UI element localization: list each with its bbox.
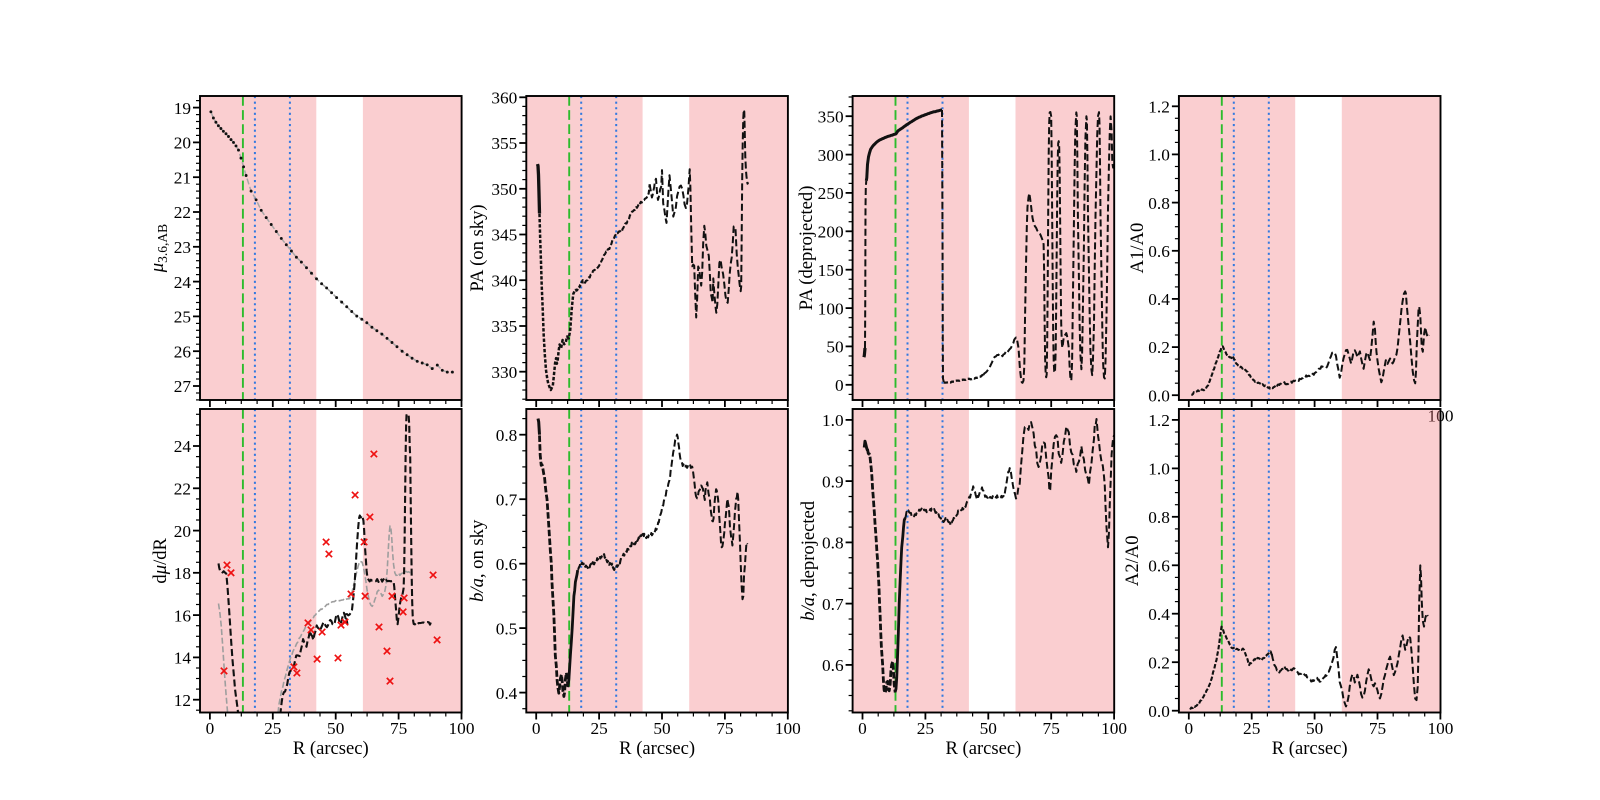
svg-text:350: 350 [491, 180, 517, 199]
svg-text:0.6: 0.6 [822, 656, 844, 675]
svg-text:340: 340 [491, 271, 517, 290]
svg-text:1.0: 1.0 [1148, 460, 1170, 479]
svg-text:20: 20 [174, 134, 191, 153]
svg-text:26: 26 [174, 342, 192, 361]
svg-text:16: 16 [174, 606, 192, 625]
svg-text:25: 25 [264, 719, 281, 738]
svg-text:0.8: 0.8 [496, 426, 518, 445]
svg-text:50: 50 [1306, 719, 1323, 738]
svg-text:50: 50 [826, 338, 843, 357]
svg-text:25: 25 [1243, 719, 1260, 738]
svg-text:A2/A0: A2/A0 [1122, 535, 1143, 586]
svg-text:355: 355 [491, 134, 517, 153]
svg-text:PA (deprojected): PA (deprojected) [796, 186, 817, 311]
svg-text:0.7: 0.7 [822, 595, 844, 614]
svg-text:R (arcsec): R (arcsec) [619, 738, 695, 759]
svg-text:PA (on sky): PA (on sky) [467, 204, 488, 291]
svg-text:19: 19 [174, 99, 191, 118]
svg-text:0.6: 0.6 [496, 555, 518, 574]
svg-text:50: 50 [327, 719, 344, 738]
svg-text:0: 0 [835, 376, 844, 395]
svg-text:0: 0 [206, 719, 215, 738]
svg-text:0.5: 0.5 [496, 619, 518, 638]
svg-text:300: 300 [818, 146, 844, 165]
svg-text:0.7: 0.7 [496, 490, 518, 509]
svg-text:100: 100 [1427, 719, 1453, 738]
svg-text:b/a, deprojected: b/a, deprojected [798, 500, 819, 620]
svg-text:0.8: 0.8 [1148, 194, 1170, 213]
svg-text:24: 24 [174, 273, 192, 292]
svg-text:1.0: 1.0 [1148, 146, 1170, 165]
svg-text:330: 330 [491, 363, 517, 382]
svg-text:R (arcsec): R (arcsec) [945, 738, 1021, 759]
svg-text:18: 18 [174, 564, 191, 583]
svg-text:250: 250 [818, 184, 844, 203]
svg-text:100: 100 [775, 719, 801, 738]
svg-text:345: 345 [491, 226, 517, 245]
svg-text:100: 100 [449, 719, 475, 738]
svg-text:0.6: 0.6 [1148, 557, 1170, 576]
svg-text:360: 360 [491, 89, 517, 108]
svg-text:75: 75 [1369, 719, 1386, 738]
svg-text:1.2: 1.2 [1148, 98, 1170, 117]
svg-text:75: 75 [1043, 719, 1060, 738]
svg-text:0: 0 [1184, 719, 1193, 738]
svg-text:75: 75 [390, 719, 407, 738]
svg-text:100: 100 [1101, 719, 1127, 738]
svg-text:350: 350 [818, 107, 844, 126]
svg-text:25: 25 [590, 719, 607, 738]
svg-text:25: 25 [174, 308, 191, 327]
svg-text:14: 14 [174, 649, 192, 668]
svg-text:μ3.6,AB: μ3.6,AB [147, 224, 170, 273]
svg-text:0.0: 0.0 [1148, 702, 1170, 721]
svg-text:23: 23 [174, 238, 191, 257]
svg-text:24: 24 [174, 437, 192, 456]
svg-text:21: 21 [174, 168, 191, 187]
svg-text:75: 75 [716, 719, 733, 738]
svg-text:0.8: 0.8 [822, 534, 844, 553]
svg-text:0.4: 0.4 [1148, 605, 1170, 624]
svg-text:0.2: 0.2 [1148, 653, 1170, 672]
svg-text:1.2: 1.2 [1148, 411, 1170, 430]
svg-text:12: 12 [174, 691, 191, 710]
svg-text:0.0: 0.0 [1148, 386, 1170, 405]
svg-text:20: 20 [174, 522, 191, 541]
svg-text:0.9: 0.9 [822, 472, 844, 491]
svg-text:R (arcsec): R (arcsec) [293, 738, 369, 759]
svg-text:b/a, on sky: b/a, on sky [467, 519, 488, 602]
svg-text:150: 150 [818, 261, 844, 280]
svg-text:200: 200 [818, 223, 844, 242]
svg-text:50: 50 [653, 719, 670, 738]
svg-text:0.4: 0.4 [1148, 290, 1170, 309]
svg-text:100: 100 [818, 299, 844, 318]
svg-text:0: 0 [532, 719, 541, 738]
svg-text:0.8: 0.8 [1148, 508, 1170, 527]
svg-text:50: 50 [980, 719, 997, 738]
svg-text:27: 27 [174, 377, 192, 396]
svg-text:dμ/dR: dμ/dR [150, 537, 171, 583]
svg-text:A1/A0: A1/A0 [1127, 223, 1148, 274]
svg-text:25: 25 [917, 719, 934, 738]
svg-text:22: 22 [174, 203, 191, 222]
svg-text:0: 0 [858, 719, 867, 738]
svg-text:0.2: 0.2 [1148, 338, 1170, 357]
svg-text:0.4: 0.4 [496, 684, 518, 703]
svg-text:1.0: 1.0 [822, 411, 844, 430]
svg-text:0.6: 0.6 [1148, 242, 1170, 261]
svg-text:22: 22 [174, 480, 191, 499]
svg-text:335: 335 [491, 317, 517, 336]
svg-text:R (arcsec): R (arcsec) [1272, 738, 1348, 759]
